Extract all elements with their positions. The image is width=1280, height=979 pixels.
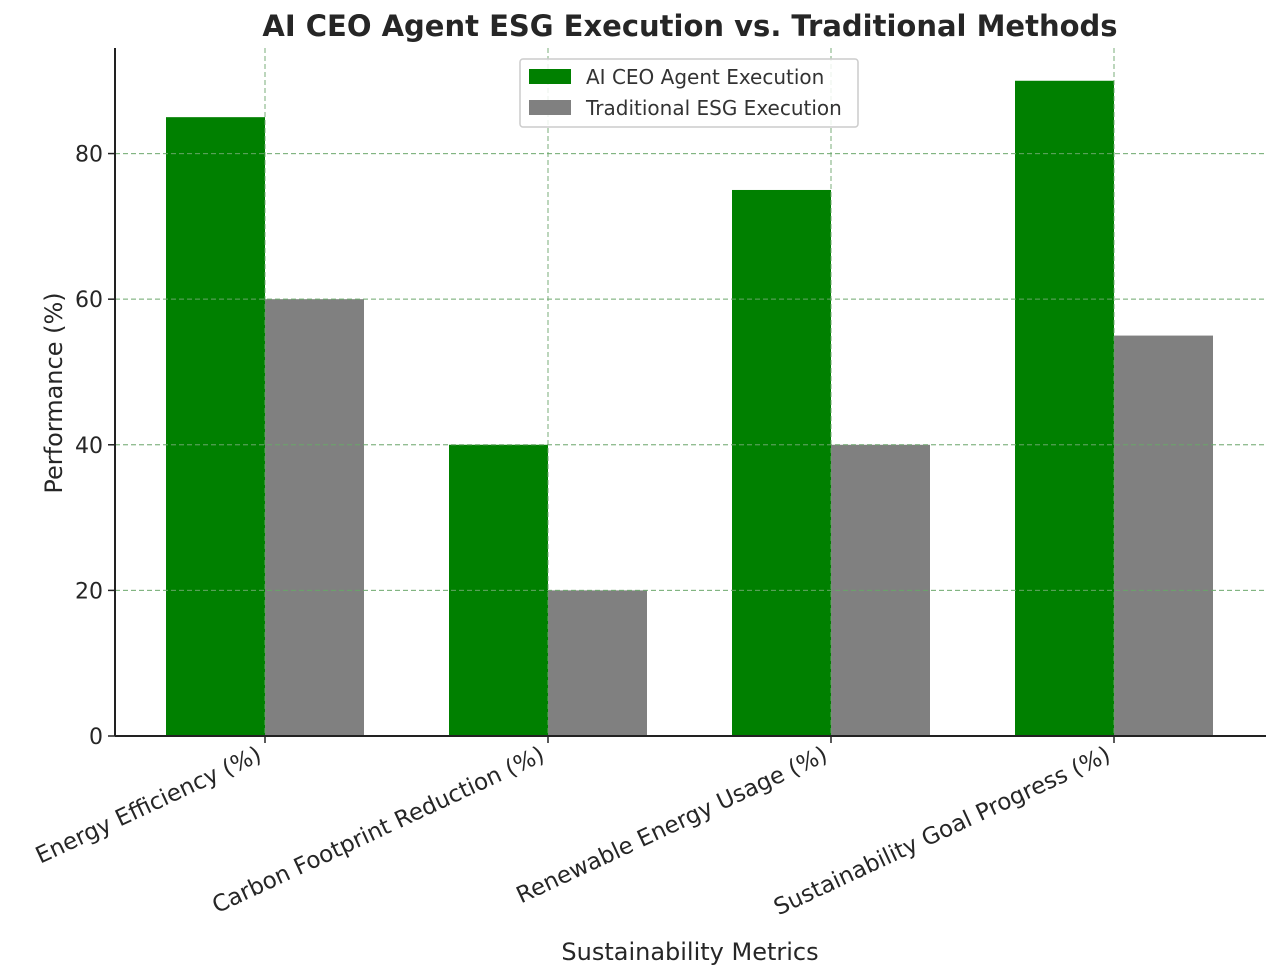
y-ticks: 0 20 40 60 80: [75, 143, 115, 750]
y-tick-label: 80: [75, 143, 103, 168]
y-tick-label: 20: [75, 579, 103, 604]
legend-label: Traditional ESG Execution: [585, 96, 842, 120]
legend-swatch: [529, 100, 571, 115]
x-tick-label: Renewable Energy Usage (%): [513, 742, 832, 909]
grid-lines: [115, 48, 1266, 736]
x-ticks: Energy Efficiency (%)Carbon Footprint Re…: [32, 736, 1115, 921]
y-axis-label: Performance (%): [40, 292, 68, 493]
chart-title: AI CEO Agent ESG Execution vs. Tradition…: [262, 9, 1117, 43]
y-tick-label: 60: [75, 288, 103, 313]
x-tick-label: Energy Efficiency (%): [32, 742, 266, 869]
y-tick-label: 0: [89, 725, 103, 750]
bar-traditional-1: [548, 590, 647, 736]
legend-box: [519, 58, 859, 128]
bar-ai-2: [732, 189, 831, 736]
legend: AI CEO Agent Execution Traditional ESG Ex…: [519, 58, 859, 128]
x-tick-label: Carbon Footprint Reduction (%): [208, 742, 548, 919]
legend-label: AI CEO Agent Execution: [586, 65, 824, 89]
legend-swatch: [529, 69, 571, 84]
bar-traditional-0: [265, 299, 364, 736]
x-axis-label: Sustainability Metrics: [561, 938, 818, 966]
bar-traditional-3: [1114, 335, 1213, 736]
bar-ai-0: [166, 117, 265, 737]
axes: [114, 48, 1266, 737]
bars: [166, 80, 1213, 737]
bar-ai-3: [1015, 80, 1114, 736]
y-tick-label: 40: [75, 434, 103, 459]
